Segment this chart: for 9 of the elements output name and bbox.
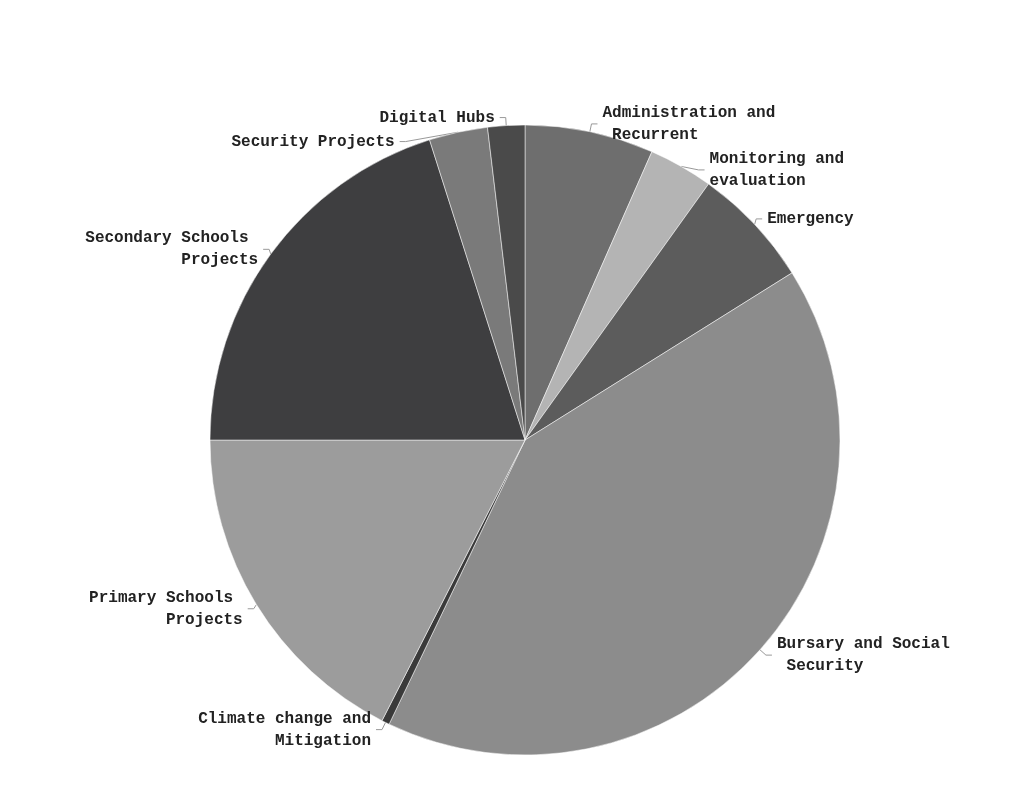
slice-label: Emergency (767, 209, 854, 228)
slice-label: Digital Hubs (379, 108, 495, 127)
slice-label: Monitoring and evaluation (709, 149, 854, 190)
slice-label: Administration and Recurrent (602, 103, 776, 144)
slice-label: Climate change and Mitigation (198, 709, 371, 750)
slice-label: Secondary Schools Projects (85, 229, 259, 270)
slice-label: Primary Schools Projects (89, 588, 243, 629)
slice-label: Security Projects (231, 132, 395, 151)
slice-label: Bursary and Social Security (776, 635, 950, 676)
